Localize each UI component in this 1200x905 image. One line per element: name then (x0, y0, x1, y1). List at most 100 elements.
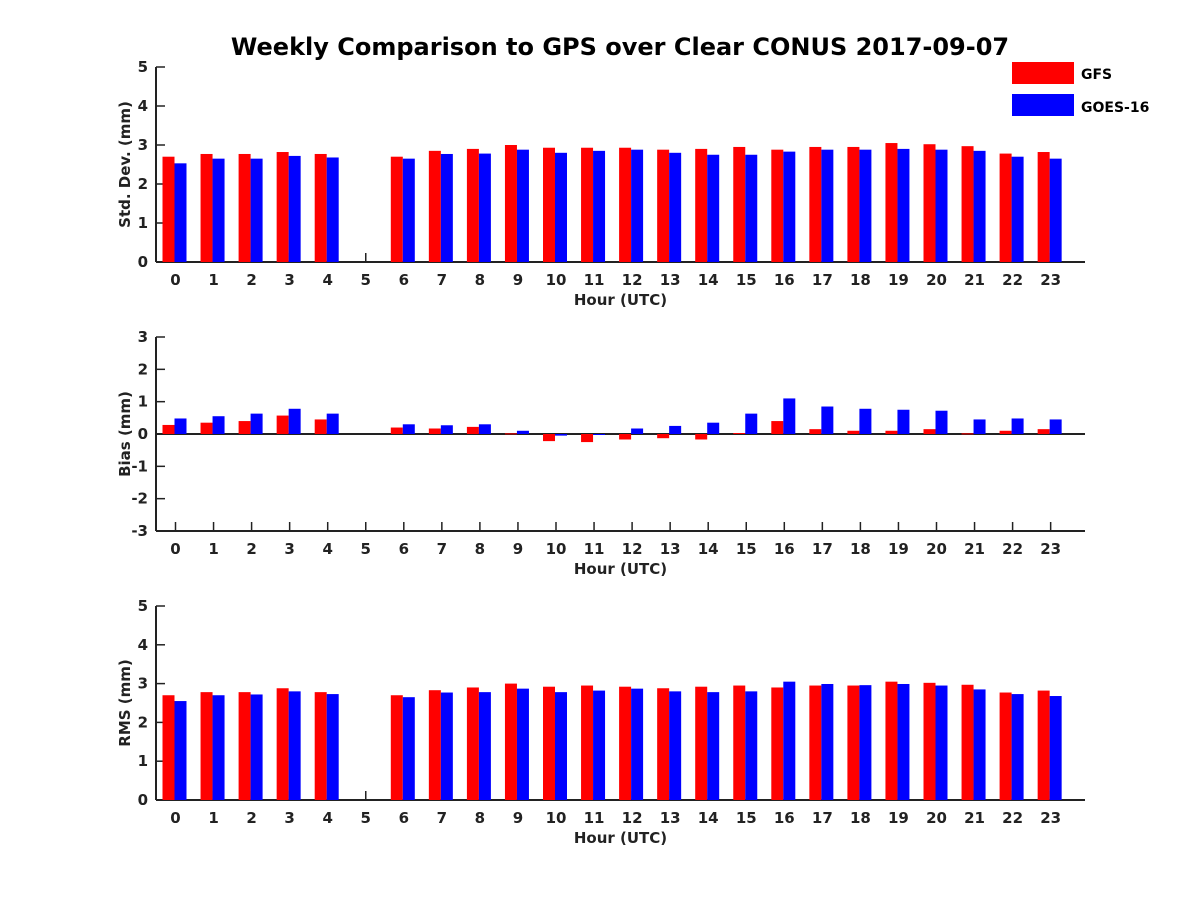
x-tick-label: 6 (399, 271, 409, 289)
y-axis-label: Std. Dev. (mm) (116, 101, 134, 228)
bar-goes16-hour-3 (288, 691, 301, 800)
bar-goes16-hour-22 (1011, 694, 1024, 800)
bar-goes16-hour-1 (212, 695, 225, 800)
bar-gfs-hour-4 (314, 153, 327, 262)
x-tick-label: 3 (284, 540, 294, 558)
bar-gfs-hour-12 (619, 686, 632, 800)
y-tick-label: -1 (131, 457, 148, 475)
bar-goes16-hour-0 (174, 418, 187, 434)
bar-goes16-hour-14 (707, 692, 720, 800)
x-tick-label: 12 (622, 540, 643, 558)
bar-goes16-hour-21 (973, 419, 986, 434)
bar-gfs-hour-22 (999, 692, 1012, 800)
bar-gfs-hour-6 (390, 695, 403, 800)
x-tick-label: 10 (546, 540, 567, 558)
bar-goes16-hour-10 (555, 692, 567, 800)
x-tick-label: 19 (888, 809, 909, 827)
bar-gfs-hour-20 (923, 682, 936, 800)
x-tick-label: 9 (513, 271, 523, 289)
bar-gfs-hour-12 (619, 147, 632, 262)
x-tick-label: 5 (361, 271, 371, 289)
x-tick-label: 1 (208, 540, 218, 558)
x-tick-label: 13 (660, 540, 681, 558)
x-tick-label: 16 (774, 271, 795, 289)
bar-goes16-hour-23 (1049, 696, 1062, 800)
bar-gfs-hour-23 (1037, 690, 1050, 800)
bar-gfs-hour-22 (999, 430, 1012, 434)
y-tick-label: 3 (138, 328, 148, 346)
x-tick-label: 20 (926, 540, 947, 558)
bar-goes16-hour-2 (250, 694, 263, 800)
bar-gfs-hour-11 (581, 434, 594, 443)
bar-gfs-hour-2 (238, 153, 251, 262)
bar-goes16-hour-10 (555, 434, 567, 436)
bar-goes16-hour-11 (593, 150, 606, 262)
bar-gfs-hour-16 (771, 421, 784, 434)
x-tick-label: 0 (170, 540, 180, 558)
bar-gfs-hour-4 (314, 419, 327, 434)
bar-goes16-hour-17 (821, 406, 834, 434)
x-tick-label: 4 (322, 271, 332, 289)
bar-gfs-hour-3 (276, 415, 289, 434)
bar-gfs-hour-17 (809, 685, 822, 800)
bar-gfs-hour-9 (504, 433, 517, 435)
bar-gfs-hour-3 (276, 688, 289, 800)
bar-gfs-hour-21 (961, 684, 974, 800)
bar-gfs-hour-11 (581, 147, 594, 262)
x-axis-label: Hour (UTC) (574, 291, 667, 309)
x-tick-label: 20 (926, 271, 947, 289)
x-tick-label: 8 (475, 809, 485, 827)
bar-goes16-hour-14 (707, 154, 720, 262)
bar-gfs-hour-18 (847, 685, 860, 800)
bar-goes16-hour-9 (516, 149, 529, 262)
bar-gfs-hour-23 (1037, 152, 1050, 262)
x-tick-label: 11 (584, 809, 605, 827)
chart-title: Weekly Comparison to GPS over Clear CONU… (231, 33, 1009, 61)
x-tick-label: 11 (584, 540, 605, 558)
bar-gfs-hour-14 (695, 148, 708, 262)
bar-goes16-hour-17 (821, 149, 834, 262)
x-tick-label: 7 (437, 540, 447, 558)
bar-gfs-hour-16 (771, 687, 784, 800)
bar-goes16-hour-17 (821, 683, 834, 800)
bar-goes16-hour-4 (326, 694, 339, 800)
bar-gfs-hour-8 (466, 148, 479, 262)
x-tick-label: 23 (1040, 540, 1061, 558)
bar-gfs-hour-15 (733, 146, 746, 262)
x-tick-label: 21 (964, 809, 985, 827)
x-tick-label: 23 (1040, 271, 1061, 289)
x-tick-label: 16 (774, 809, 795, 827)
bar-goes16-hour-20 (935, 685, 948, 800)
bar-gfs-hour-14 (695, 686, 708, 800)
bar-gfs-hour-10 (543, 686, 555, 800)
bar-goes16-hour-16 (783, 681, 796, 800)
bar-goes16-hour-18 (859, 685, 872, 800)
bar-gfs-hour-19 (885, 430, 898, 434)
bar-gfs-hour-18 (847, 430, 860, 434)
bar-goes16-hour-12 (631, 688, 644, 800)
legend-label-goes16: GOES-16 (1081, 100, 1149, 116)
legend: GFS GOES-16 (1012, 62, 1149, 116)
x-tick-label: 22 (1002, 809, 1023, 827)
bar-goes16-hour-1 (212, 158, 225, 262)
bar-gfs-hour-19 (885, 143, 898, 262)
x-tick-label: 21 (964, 540, 985, 558)
bar-gfs-hour-2 (238, 421, 251, 434)
bar-goes16-hour-8 (478, 153, 491, 262)
bar-goes16-hour-9 (516, 430, 529, 434)
bar-gfs-hour-17 (809, 429, 822, 434)
x-tick-label: 18 (850, 809, 871, 827)
bar-gfs-hour-10 (543, 434, 555, 442)
x-tick-label: 12 (622, 809, 643, 827)
bar-goes16-hour-13 (669, 152, 682, 262)
y-axis-label: RMS (mm) (116, 659, 134, 746)
bar-goes16-hour-21 (973, 150, 986, 262)
y-tick-label: 3 (138, 136, 148, 154)
bar-gfs-hour-6 (390, 156, 403, 262)
bar-goes16-hour-19 (897, 683, 910, 800)
x-tick-label: 8 (475, 540, 485, 558)
bar-gfs-hour-14 (695, 434, 708, 440)
bar-goes16-hour-13 (669, 425, 682, 434)
y-tick-label: 1 (138, 393, 148, 411)
